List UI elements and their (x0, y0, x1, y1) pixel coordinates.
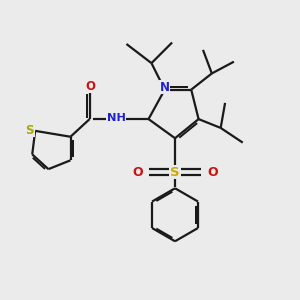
Text: S: S (170, 166, 180, 178)
Text: N: N (160, 81, 170, 94)
Text: NH: NH (107, 113, 126, 123)
Text: O: O (132, 166, 143, 178)
Text: O: O (85, 80, 95, 93)
Text: S: S (26, 124, 34, 137)
Text: O: O (207, 166, 218, 178)
